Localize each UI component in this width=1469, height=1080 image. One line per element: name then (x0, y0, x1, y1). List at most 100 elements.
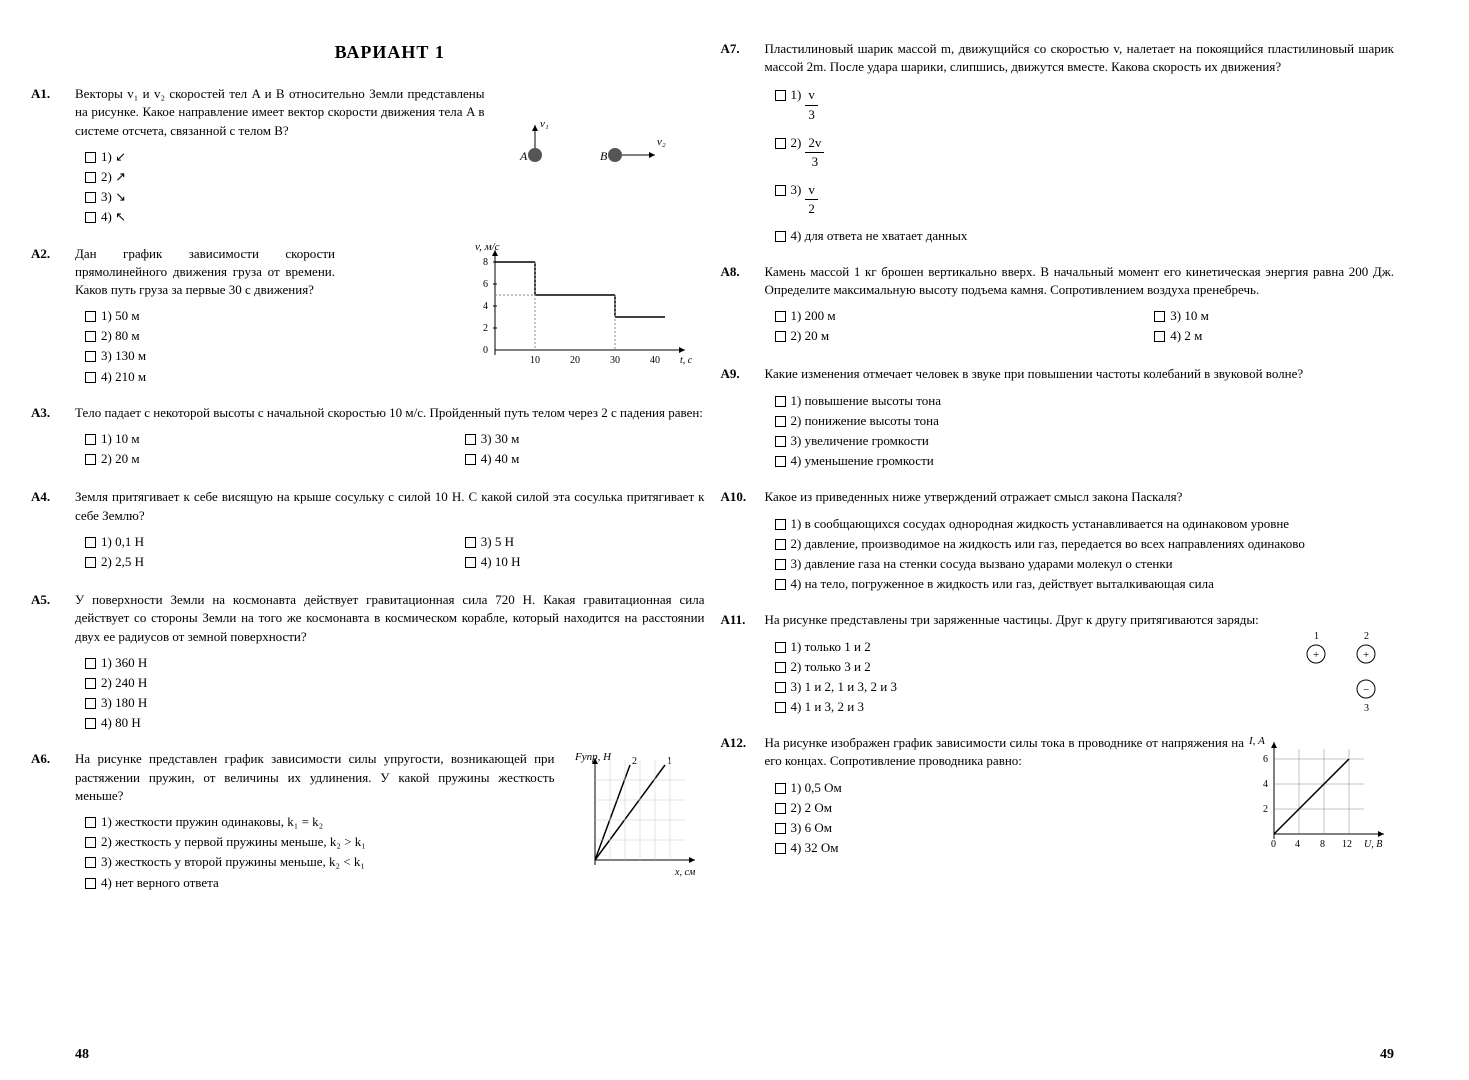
checkbox[interactable] (775, 539, 786, 550)
checkbox[interactable] (1154, 331, 1165, 342)
checkbox[interactable] (85, 678, 96, 689)
checkbox[interactable] (85, 192, 96, 203)
checkbox[interactable] (85, 311, 96, 322)
q-text: На рисунке представлены три заряженные ч… (765, 611, 1395, 629)
question-A10: А10. Какое из приведенных ниже утвержден… (765, 488, 1395, 593)
checkbox[interactable] (775, 416, 786, 427)
options: 1) 0,1 Н 3) 5 Н 2) 2,5 Н 4) 10 Н (85, 533, 705, 573)
svg-text:8: 8 (483, 257, 488, 268)
checkbox[interactable] (85, 698, 96, 709)
q-text: Дан график зависимости скорости прямолин… (75, 245, 335, 300)
svg-text:+: + (1313, 649, 1319, 661)
checkbox[interactable] (775, 803, 786, 814)
svg-text:20: 20 (570, 355, 580, 366)
checkbox[interactable] (465, 537, 476, 548)
checkbox[interactable] (85, 454, 96, 465)
svg-text:+: + (1363, 649, 1369, 661)
svg-text:0: 0 (483, 345, 488, 356)
checkbox[interactable] (775, 311, 786, 322)
checkbox[interactable] (85, 537, 96, 548)
checkbox[interactable] (775, 231, 786, 242)
svg-text:v₂: v₂ (657, 136, 666, 148)
checkbox[interactable] (85, 718, 96, 729)
page-left: ВАРИАНТ 1 А1. Векторы v₁ и v₂ скоростей … (0, 0, 735, 1080)
checkbox[interactable] (465, 557, 476, 568)
checkbox[interactable] (85, 152, 96, 163)
q-label: А10. (721, 488, 747, 506)
svg-text:t, с: t, с (680, 355, 693, 366)
q-label: А4. (31, 488, 50, 506)
q-label: А1. (31, 85, 50, 103)
svg-text:10: 10 (530, 355, 540, 366)
checkbox[interactable] (85, 857, 96, 868)
checkbox[interactable] (85, 658, 96, 669)
q-text: Тело падает с некоторой высоты с начальн… (75, 404, 705, 422)
question-A7: А7. Пластилиновый шарик массой m, движущ… (765, 40, 1395, 245)
checkbox[interactable] (775, 579, 786, 590)
svg-text:30: 30 (610, 355, 620, 366)
checkbox[interactable] (775, 331, 786, 342)
q-label: А7. (721, 40, 740, 58)
checkbox[interactable] (85, 331, 96, 342)
options: 1) 360 Н 2) 240 Н 3) 180 Н 4) 80 Н (85, 654, 705, 733)
q-label: А6. (31, 750, 50, 768)
checkbox[interactable] (775, 396, 786, 407)
checkbox[interactable] (775, 702, 786, 713)
question-A11: А11. На рисунке представлены три заряжен… (765, 611, 1395, 716)
svg-text:U, В: U, В (1364, 839, 1382, 850)
checkbox[interactable] (775, 436, 786, 447)
checkbox[interactable] (465, 454, 476, 465)
question-A8: А8. Камень массой 1 кг брошен вертикальн… (765, 263, 1395, 348)
q-label: А11. (721, 611, 746, 629)
checkbox[interactable] (775, 519, 786, 530)
q-text: Камень массой 1 кг брошен вертикально вв… (765, 263, 1395, 299)
checkbox[interactable] (775, 843, 786, 854)
svg-text:40: 40 (650, 355, 660, 366)
question-A2: А2. Дан график зависимости скорости прям… (75, 245, 705, 386)
q-label: А12. (721, 734, 747, 752)
checkbox[interactable] (775, 559, 786, 570)
options: 1) повышение высоты тона 2) понижение вы… (775, 392, 1395, 471)
checkbox[interactable] (775, 662, 786, 673)
checkbox[interactable] (85, 212, 96, 223)
question-A9: А9. Какие изменения отмечает человек в з… (765, 365, 1395, 470)
checkbox[interactable] (775, 783, 786, 794)
svg-text:1: 1 (667, 756, 672, 767)
options: 1) v3 2) 2v3 3) v2 4) для ответа не хват… (775, 84, 1395, 244)
svg-text:8: 8 (1320, 839, 1325, 850)
svg-text:6: 6 (1263, 754, 1268, 765)
checkbox[interactable] (85, 434, 96, 445)
checkbox[interactable] (775, 138, 786, 149)
checkbox[interactable] (775, 682, 786, 693)
q-text: Какие изменения отмечает человек в звуке… (765, 365, 1395, 383)
checkbox[interactable] (85, 372, 96, 383)
q-label: А5. (31, 591, 50, 609)
options: 1) 10 м 3) 30 м 2) 20 м 4) 40 м (85, 430, 705, 470)
svg-text:6: 6 (483, 279, 488, 290)
checkbox[interactable] (775, 185, 786, 196)
question-A1: А1. Векторы v₁ и v₂ скоростей тел A и B … (75, 85, 705, 226)
page-number-left: 48 (75, 1045, 89, 1065)
options: 1) в сообщающихся сосудах однородная жид… (775, 515, 1395, 594)
checkbox[interactable] (85, 351, 96, 362)
question-A4: А4. Земля притягивает к себе висящую на … (75, 488, 705, 573)
checkbox[interactable] (85, 878, 96, 889)
q-text: Земля притягивает к себе висящую на крыш… (75, 488, 705, 524)
checkbox[interactable] (775, 90, 786, 101)
checkbox[interactable] (465, 434, 476, 445)
checkbox[interactable] (775, 642, 786, 653)
checkbox[interactable] (775, 456, 786, 467)
svg-text:4: 4 (1295, 839, 1300, 850)
checkbox[interactable] (85, 172, 96, 183)
checkbox[interactable] (1154, 311, 1165, 322)
checkbox[interactable] (85, 817, 96, 828)
checkbox[interactable] (775, 823, 786, 834)
checkbox[interactable] (85, 557, 96, 568)
svg-text:I, А: I, А (1248, 735, 1265, 747)
svg-text:3: 3 (1364, 703, 1369, 714)
chart-A2: v, м/с 8 6 4 2 0 10203040 t, с (455, 240, 705, 370)
options: 1) 200 м 3) 10 м 2) 20 м 4) 2 м (775, 307, 1395, 347)
checkbox[interactable] (85, 837, 96, 848)
svg-text:v₁: v₁ (540, 118, 549, 130)
chart-A6: Fупр, Н 2 1 x, см (575, 750, 705, 880)
